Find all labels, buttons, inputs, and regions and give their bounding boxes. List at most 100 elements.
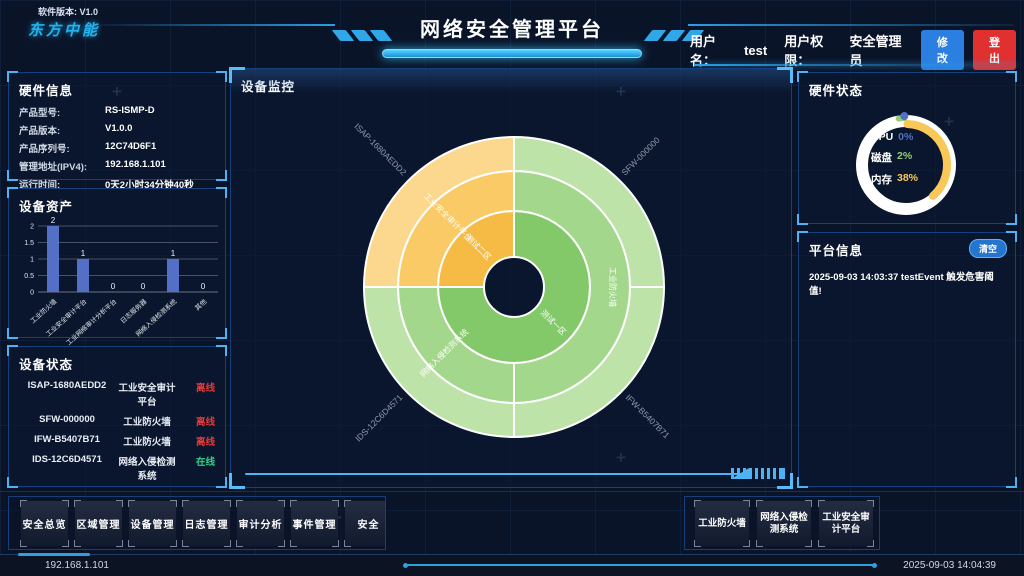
device-name: 工业防火墙 (123, 437, 171, 448)
hardware-info-row: 产品序列号: 12C74D6F1 (9, 139, 225, 157)
svg-text:1: 1 (171, 249, 176, 258)
device-assets-panel: 设备资产 0 0.5 1 1.5 2 2 工业防火墙 1 工业安全审计平台 0 工业网络审计分析平台… (7, 187, 227, 347)
platform-message: 2025-09-03 14:03:37 testEvent 触发危害阈值! (809, 272, 994, 297)
brand-logo: 东方中能 (28, 22, 101, 39)
nav-button-label: 工业防火墙 (698, 517, 746, 529)
platform-info-title: 平台信息 (809, 244, 864, 258)
hardware-info-panel: 硬件信息 产品型号: RS-ISMP-D 产品版本: V1.0.0 产品序列号: 12C7… (7, 71, 227, 191)
device-status-badge: 离线 (195, 417, 215, 428)
info-label: 运行时间: (19, 180, 61, 191)
device-name: 工业安全审计平台 (118, 383, 176, 408)
svg-text:0: 0 (201, 282, 206, 291)
metric-label: CPU (871, 131, 894, 143)
gauge-metric-row: 磁盘 2% (871, 150, 918, 165)
svg-text:工业防火墙: 工业防火墙 (28, 296, 59, 325)
svg-text:0: 0 (141, 282, 146, 291)
clear-button[interactable]: 清空 (968, 239, 1007, 258)
device-status-panel: 设备状态 ISAP-1680AEDD2 工业安全审计平台 离线 SFW-000000 工… (7, 345, 227, 488)
svg-text:2: 2 (51, 216, 56, 225)
nav-group-right: 工业防火墙 网络入侵检测系统 工业安全审计平台 (684, 496, 880, 550)
panel-deco-triangle (731, 468, 749, 479)
nav-button-left-2[interactable]: 设备管理 (128, 500, 177, 547)
hardware-info-row: 产品型号: RS-ISMP-D (9, 103, 225, 121)
nav-button-left-1[interactable]: 区域管理 (74, 500, 123, 547)
info-value: 0天2小时34分钟40秒 (105, 180, 194, 191)
metric-value: 0% (898, 131, 914, 143)
status-bar: 192.168.1.101 2025-09-03 14:04:39 (0, 553, 1024, 576)
device-name: 工业防火墙 (123, 417, 171, 428)
sunburst-outer-label: IDS-12C6D4571 (353, 392, 404, 443)
svg-text:1: 1 (30, 257, 34, 264)
metric-value: 2% (897, 150, 913, 162)
username-value: test (744, 42, 768, 58)
gauge-metric-row: 内存 38% (871, 172, 918, 187)
gauge-metric-row: CPU 0% (871, 131, 918, 143)
svg-text:1.5: 1.5 (24, 240, 34, 247)
device-status-row: IFW-B5407B71 工业防火墙 离线 (9, 431, 225, 451)
svg-text:1: 1 (81, 249, 86, 258)
nav-button-left-4[interactable]: 审计分析 (236, 500, 285, 547)
device-id: IFW-B5407B71 (34, 434, 100, 445)
metric-value: 38% (897, 172, 919, 184)
info-value: 192.168.1.101 (105, 159, 166, 170)
statusbar-ip: 192.168.1.101 (45, 560, 109, 571)
sunburst-outer-label: ISAP-1680AEDD2 (352, 121, 408, 177)
panel-deco-line (245, 473, 745, 475)
svg-text:其他: 其他 (193, 296, 209, 312)
device-status-rows: ISAP-1680AEDD2 工业安全审计平台 离线 SFW-000000 工业防火墙离… (9, 377, 225, 485)
user-bar: 用户名： test 用户权限： 安全管理员 修改 登出 (690, 30, 1016, 70)
nav-button-label: 网络入侵检测系统 (760, 512, 808, 535)
device-monitor-sunburst-chart: 测试一区测试二区工业防火墙网络入侵检测系统工业安全审计平台SFW-000000I… (352, 121, 672, 443)
platform-info-panel: 平台信息 清空 2025-09-03 14:03:37 testEvent 触发… (797, 231, 1017, 488)
hardware-info-rows: 产品型号: RS-ISMP-D 产品版本: V1.0.0 产品序列号: 12C74D6F1… (9, 103, 225, 193)
nav-button-left-6[interactable]: 安全 (344, 500, 385, 547)
info-value: 12C74D6F1 (105, 141, 157, 152)
nav-button-label: 审计分析 (238, 520, 283, 531)
metric-label: 内存 (871, 174, 892, 186)
nav-button-left-0[interactable]: 安全总览 (20, 500, 69, 547)
hardware-status-title: 硬件状态 (809, 84, 864, 98)
info-value: RS-ISMP-D (105, 105, 155, 116)
nav-button-left-3[interactable]: 日志管理 (182, 500, 231, 547)
nav-button-label: 工业安全审计平台 (822, 512, 870, 535)
hardware-info-title: 硬件信息 (19, 84, 74, 98)
device-id: ISAP-1680AEDD2 (27, 380, 107, 391)
software-version-label: 软件版本: V1.0 (38, 7, 99, 17)
device-id: SFW-000000 (39, 414, 95, 425)
hardware-info-row: 运行时间: 0天2小时34分钟40秒 (9, 175, 225, 193)
logout-button[interactable]: 登出 (972, 30, 1016, 70)
info-label: 管理地址(IPV4): (19, 162, 88, 173)
sunburst-outer-label: SFW-000000 (619, 135, 662, 178)
info-value: V1.0.0 (105, 123, 133, 134)
device-id: IDS-12C6D4571 (32, 454, 102, 465)
statusbar-accent-bar (18, 553, 90, 556)
panel-deco-bars (731, 468, 785, 479)
svg-text:0: 0 (30, 290, 34, 297)
header-line-right (688, 24, 1014, 26)
title-stripes-left-icon (331, 30, 393, 41)
device-name: 网络入侵检测系统 (118, 457, 176, 482)
hardware-info-row: 产品版本: V1.0.0 (9, 121, 225, 139)
svg-text:0.5: 0.5 (24, 273, 34, 280)
device-monitor-title: 设备监控 (241, 80, 296, 94)
edit-button[interactable]: 修改 (920, 30, 964, 70)
svg-text:工业网络审计分析平台: 工业网络审计分析平台 (64, 297, 118, 347)
nav-button-right-2[interactable]: 工业安全审计平台 (818, 500, 874, 547)
device-status-row: ISAP-1680AEDD2 工业安全审计平台 离线 (9, 377, 225, 411)
nav-button-label: 事件管理 (292, 520, 337, 531)
statusbar-line (403, 562, 877, 568)
nav-button-label: 安全总览 (22, 520, 67, 531)
sunburst-outer-label: IFW-B5407B71 (624, 392, 672, 440)
device-status-row: SFW-000000 工业防火墙 离线 (9, 411, 225, 431)
device-assets-bar-chart: 00.511.522工业防火墙1工业安全审计平台0工业网络审计分析平台0日志服务… (24, 216, 218, 347)
nav-button-right-1[interactable]: 网络入侵检测系统 (756, 500, 812, 547)
nav-button-left-5[interactable]: 事件管理 (290, 500, 339, 547)
info-label: 产品型号: (19, 108, 61, 119)
device-status-badge: 离线 (195, 437, 215, 448)
device-status-badge: 在线 (195, 457, 215, 468)
nav-button-right-0[interactable]: 工业防火墙 (694, 500, 750, 547)
nav-button-label: 安全 (357, 520, 380, 531)
userbar-underline (694, 64, 1016, 66)
title-glow-bar (382, 49, 642, 58)
